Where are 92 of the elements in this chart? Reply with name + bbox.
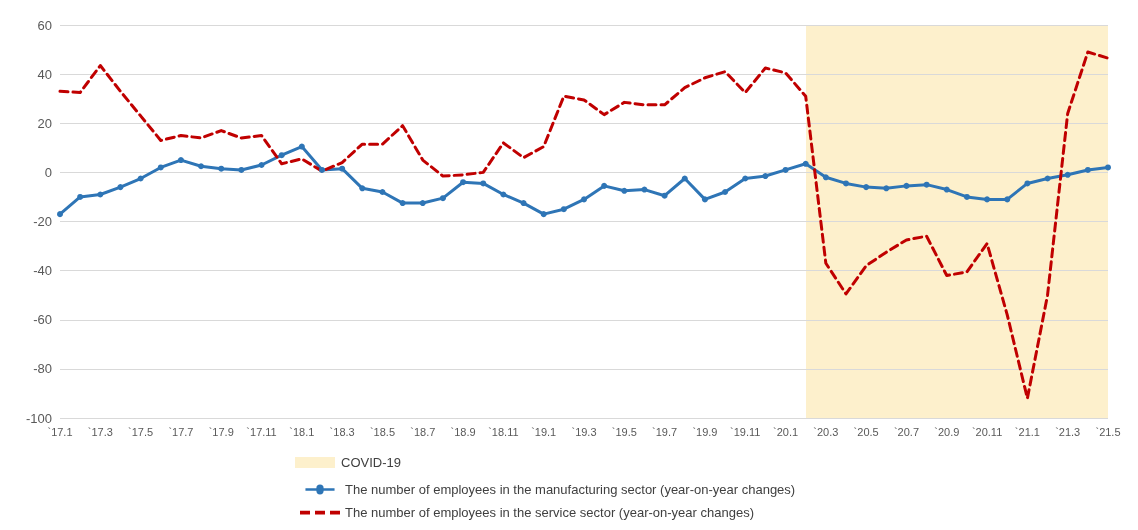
point bbox=[480, 180, 487, 187]
point bbox=[359, 185, 366, 192]
point bbox=[520, 200, 527, 207]
text: COVID-19 bbox=[341, 455, 401, 470]
point bbox=[822, 174, 829, 181]
y-tick-label: 20 bbox=[37, 115, 52, 131]
point bbox=[379, 189, 386, 196]
point bbox=[681, 175, 688, 182]
x-tick-label: `18.1 bbox=[289, 425, 315, 438]
point bbox=[419, 200, 426, 207]
point bbox=[581, 196, 587, 203]
point bbox=[1105, 164, 1111, 171]
x-tick-label: `18.9 bbox=[450, 425, 476, 438]
point bbox=[560, 206, 567, 213]
point bbox=[782, 166, 789, 173]
point bbox=[157, 164, 164, 171]
x-tick-label: `19.9 bbox=[692, 425, 718, 438]
point bbox=[399, 200, 406, 207]
x-tick-label: `18.5 bbox=[369, 425, 395, 438]
x-tick-label: `19.11 bbox=[730, 425, 761, 438]
point bbox=[238, 166, 245, 173]
point bbox=[943, 186, 950, 193]
x-tick-label: `19.5 bbox=[611, 425, 637, 438]
x-tick-label: `18.11 bbox=[488, 425, 519, 438]
point bbox=[439, 195, 446, 202]
point bbox=[278, 152, 285, 159]
point bbox=[460, 179, 467, 186]
point bbox=[339, 165, 346, 172]
x-tick-label: `17.7 bbox=[168, 425, 194, 438]
point bbox=[540, 211, 547, 218]
x-tick-label: `17.5 bbox=[128, 425, 154, 438]
y-tick-label: -60 bbox=[33, 312, 52, 328]
point bbox=[77, 193, 84, 200]
x-tick-label: `18.7 bbox=[410, 425, 436, 438]
point bbox=[742, 175, 749, 182]
point bbox=[1064, 171, 1071, 178]
point bbox=[863, 184, 870, 191]
point bbox=[117, 184, 124, 191]
x-tick-label: `17.11 bbox=[246, 425, 277, 438]
point bbox=[500, 191, 507, 198]
x-tick-label: `19.1 bbox=[531, 425, 557, 438]
x-tick-label: `19.3 bbox=[571, 425, 597, 438]
point bbox=[722, 189, 729, 196]
point bbox=[984, 196, 991, 203]
point bbox=[883, 185, 890, 192]
point bbox=[218, 165, 225, 172]
x-tick-label: `20.7 bbox=[893, 425, 919, 438]
point bbox=[57, 211, 63, 218]
x-tick-label: `21.1 bbox=[1014, 425, 1040, 438]
x-tick-label: `17.9 bbox=[208, 425, 234, 438]
point bbox=[298, 143, 305, 150]
point bbox=[601, 182, 608, 189]
x-tick-label: `20.9 bbox=[934, 425, 960, 438]
y-tick-label: -20 bbox=[33, 214, 52, 229]
point bbox=[177, 157, 184, 164]
point bbox=[319, 166, 325, 173]
y-tick-label: 60 bbox=[37, 17, 52, 33]
y-tick-label: 0 bbox=[44, 164, 52, 180]
legend-label: The number of employees in the manufacturing sector (year-on-year changes) bbox=[345, 482, 796, 497]
y-tick-label: -80 bbox=[33, 361, 52, 377]
x-tick-label: `20.3 bbox=[813, 425, 839, 438]
point bbox=[1004, 196, 1011, 203]
x-tick-label: `17.3 bbox=[87, 425, 113, 438]
point bbox=[802, 160, 809, 167]
y-tick-label: -40 bbox=[33, 263, 52, 279]
point bbox=[1084, 166, 1091, 173]
point bbox=[762, 173, 769, 180]
x-tick-label: `20.11 bbox=[971, 425, 1003, 438]
point bbox=[661, 192, 668, 199]
legend-label: The number of employees in the service sector (year-on-year changes) bbox=[345, 505, 754, 520]
x-tick-label: `21.3 bbox=[1055, 425, 1081, 438]
line-series bbox=[58, 50, 1110, 400]
point bbox=[137, 175, 144, 182]
x-tick-label: `20.1 bbox=[773, 425, 799, 438]
x-tick-label: `20.5 bbox=[853, 425, 879, 438]
y-tick-label: 40 bbox=[37, 66, 52, 82]
point bbox=[641, 186, 648, 193]
x-tick-label: `21.5 bbox=[1095, 425, 1121, 438]
x-tick-label: `19.7 bbox=[652, 425, 678, 438]
point bbox=[701, 196, 708, 203]
point bbox=[923, 181, 930, 188]
point bbox=[258, 162, 265, 168]
point bbox=[198, 163, 205, 170]
x-tick-label: `17.1 bbox=[47, 425, 73, 438]
y-tick-label: -100 bbox=[25, 410, 52, 426]
point bbox=[843, 180, 849, 187]
point bbox=[621, 187, 628, 194]
point bbox=[1024, 180, 1031, 187]
x-tick-label: `18.3 bbox=[329, 425, 355, 438]
point bbox=[903, 182, 910, 189]
point bbox=[963, 193, 970, 200]
point bbox=[1044, 175, 1051, 182]
